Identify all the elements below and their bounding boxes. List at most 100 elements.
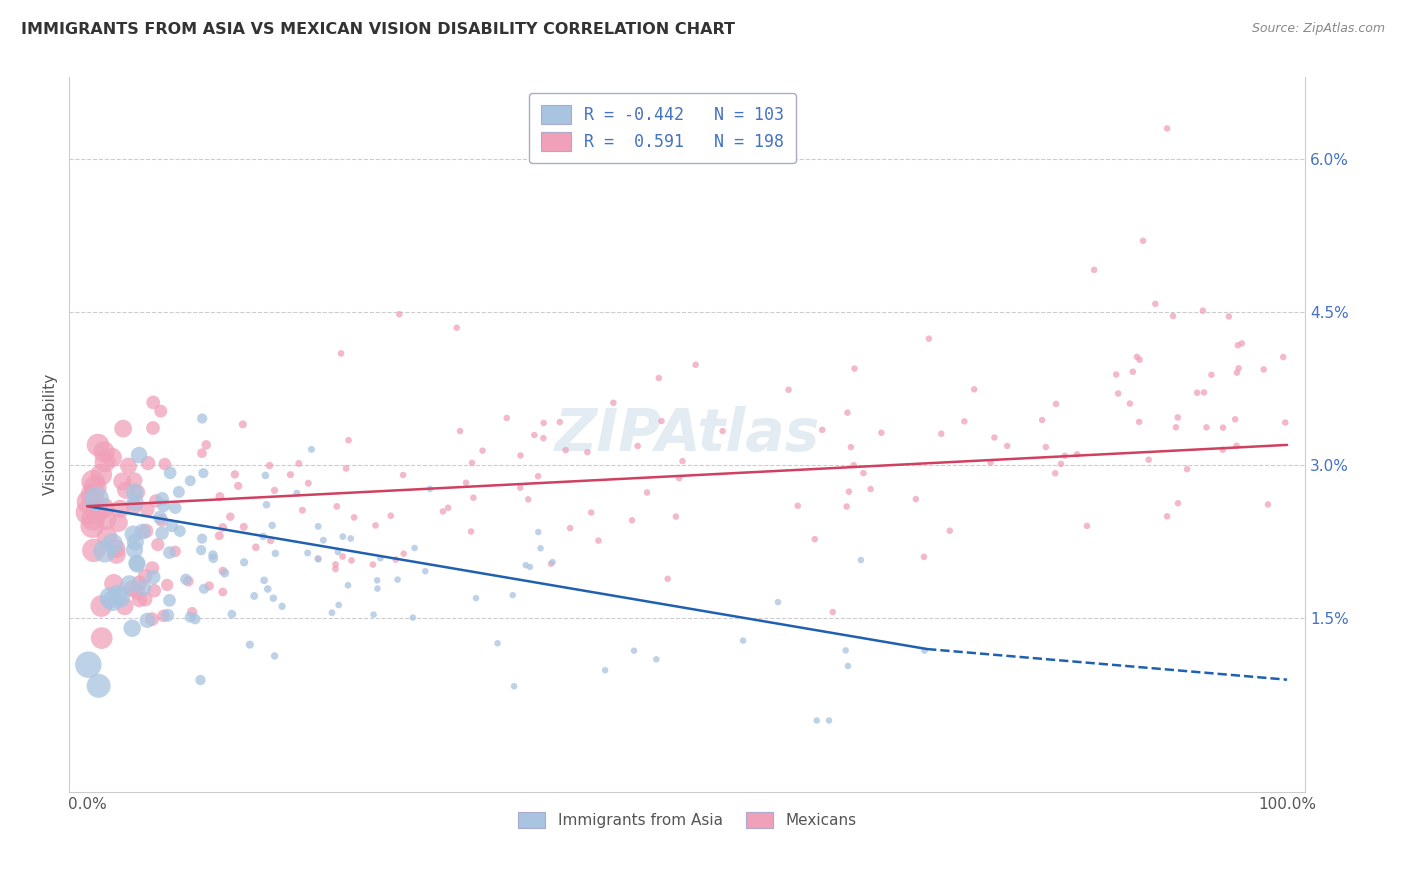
Point — [84, 480, 107, 494]
Point — [159, 546, 181, 560]
Point — [1161, 309, 1184, 323]
Point — [214, 566, 236, 580]
Point — [271, 599, 294, 614]
Point — [364, 518, 387, 533]
Point — [110, 591, 132, 605]
Point — [509, 449, 531, 463]
Point — [515, 558, 537, 573]
Point — [623, 643, 645, 657]
Point — [143, 583, 166, 598]
Point — [1031, 413, 1053, 427]
Point — [134, 569, 156, 583]
Point — [156, 608, 179, 623]
Point — [111, 475, 134, 489]
Point — [307, 519, 329, 533]
Point — [307, 552, 329, 566]
Point — [533, 431, 555, 445]
Point — [262, 591, 284, 606]
Point — [191, 446, 214, 460]
Point — [392, 468, 415, 483]
Point — [150, 526, 173, 541]
Point — [1272, 350, 1295, 364]
Point — [602, 396, 624, 410]
Point — [1175, 462, 1198, 476]
Point — [1050, 457, 1073, 471]
Point — [859, 482, 882, 496]
Point — [1156, 509, 1178, 524]
Point — [136, 502, 159, 516]
Point — [337, 434, 360, 448]
Point — [1185, 385, 1208, 400]
Point — [96, 530, 118, 544]
Point — [541, 555, 564, 569]
Point — [145, 494, 167, 508]
Point — [1107, 386, 1129, 401]
Point — [912, 549, 935, 564]
Point — [263, 648, 285, 663]
Point — [127, 485, 149, 500]
Point — [191, 532, 214, 546]
Point — [82, 488, 104, 502]
Point — [131, 524, 153, 539]
Point — [152, 499, 174, 513]
Point — [454, 475, 477, 490]
Point — [995, 439, 1018, 453]
Point — [837, 659, 859, 673]
Point — [671, 454, 693, 468]
Point — [93, 444, 115, 458]
Point — [503, 679, 526, 693]
Point — [1212, 420, 1234, 434]
Point — [165, 500, 187, 515]
Point — [325, 562, 347, 576]
Point — [852, 466, 875, 480]
Point — [332, 549, 354, 564]
Point — [366, 574, 388, 588]
Point — [1226, 439, 1249, 453]
Point — [463, 491, 485, 505]
Point — [529, 541, 551, 556]
Point — [540, 557, 562, 571]
Point — [160, 519, 183, 533]
Point — [645, 652, 668, 666]
Point — [558, 521, 581, 535]
Point — [232, 417, 254, 432]
Point — [127, 585, 149, 599]
Point — [837, 406, 859, 420]
Point — [90, 631, 112, 645]
Point — [980, 456, 1002, 470]
Point — [326, 545, 349, 559]
Point — [150, 513, 173, 527]
Point — [285, 486, 308, 500]
Point — [128, 576, 150, 591]
Point — [939, 524, 962, 538]
Point — [821, 605, 844, 619]
Point — [415, 564, 437, 578]
Point — [245, 541, 267, 555]
Point — [114, 483, 136, 497]
Point — [141, 612, 163, 626]
Point — [363, 607, 385, 622]
Point — [211, 520, 233, 534]
Point — [1045, 467, 1067, 481]
Point — [94, 512, 117, 526]
Point — [110, 501, 132, 516]
Point — [343, 510, 366, 524]
Point — [122, 500, 145, 514]
Point — [82, 512, 104, 526]
Point — [193, 466, 215, 480]
Point — [77, 657, 100, 672]
Point — [167, 485, 190, 500]
Point — [665, 509, 688, 524]
Point — [1137, 452, 1160, 467]
Point — [134, 592, 156, 607]
Point — [588, 533, 610, 548]
Point — [193, 582, 215, 596]
Point — [1083, 263, 1105, 277]
Point — [392, 547, 415, 561]
Point — [918, 332, 941, 346]
Point — [141, 561, 163, 575]
Point — [146, 538, 169, 552]
Point — [101, 537, 124, 551]
Point — [112, 422, 135, 436]
Point — [256, 498, 278, 512]
